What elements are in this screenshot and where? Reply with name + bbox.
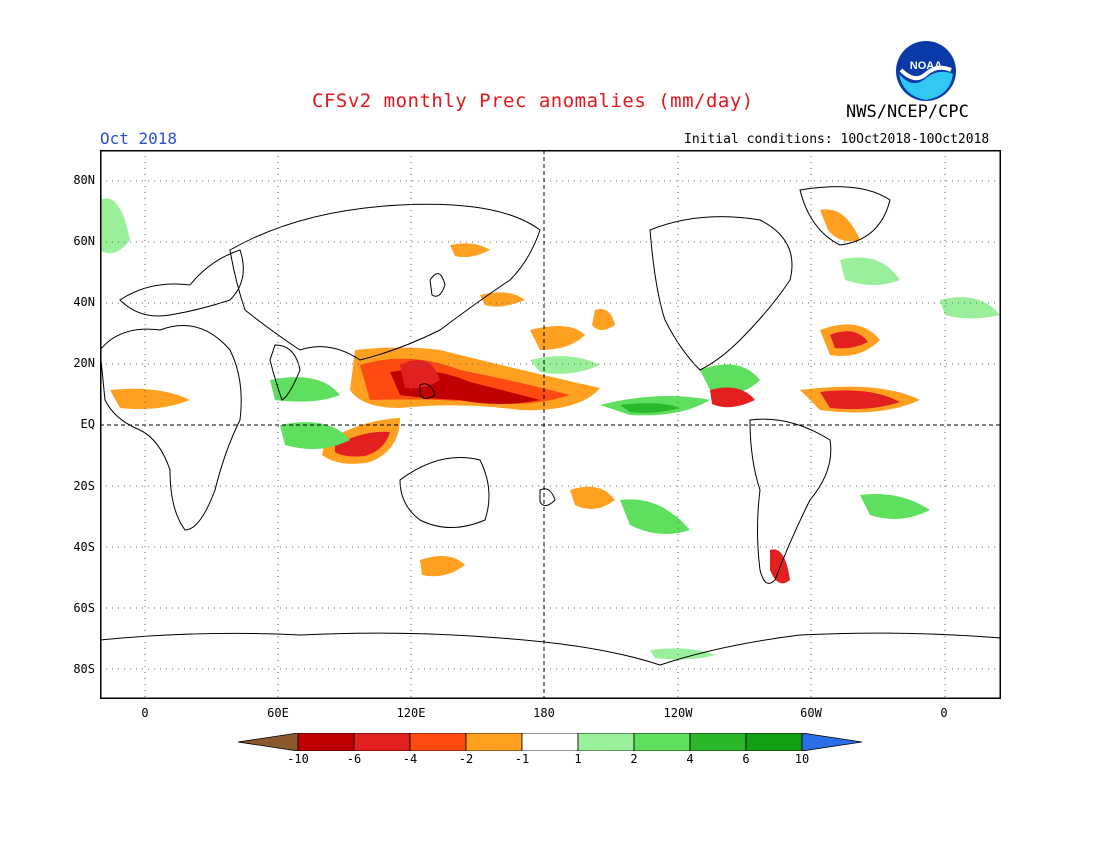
y-tick-label: 40S [73,540,95,554]
y-tick-label: 60N [73,234,95,248]
colorbar-segment [745,733,803,751]
chart-title: CFSv2 monthly Prec anomalies (mm/day) [312,90,754,112]
x-tick-label: 0 [940,706,948,720]
colorbar-segment [409,733,467,751]
map-frame [100,150,1001,699]
precip-anomaly-map [100,150,1001,699]
grid-lines [100,150,1001,699]
noaa-logo-icon: NOAA [896,41,956,101]
colorbar-label: -1 [514,752,530,766]
colorbar-segment [689,733,747,751]
y-tick-label: 20N [73,356,95,370]
y-tick-label: 60S [73,601,95,615]
colorbar-label: 6 [742,752,750,766]
colorbar-label: 10 [794,752,810,766]
colorbar [238,733,862,751]
colorbar-arrow-high [801,733,862,751]
x-tick-label: 0 [141,706,149,720]
colorbar-label: 1 [574,752,582,766]
x-tick-label: 60E [267,706,289,720]
noaa-logo-text: NOAA [910,60,942,72]
colorbar-segment [353,733,411,751]
colorbar-segment [633,733,691,751]
coastlines [100,186,1001,666]
colorbar-segment [577,733,635,751]
initial-conditions-label: Initial conditions: 10Oct2018-10Oct2018 [684,132,990,147]
x-tick-label: 120E [396,706,426,720]
month-label: Oct 2018 [100,129,178,148]
colorbar-arrow-low [238,733,299,751]
x-tick-label: 60W [800,706,822,720]
x-tick-label: 180 [533,706,555,720]
colorbar-label: -6 [346,752,362,766]
y-tick-label: EQ [80,417,95,431]
colorbar-label: 2 [630,752,638,766]
anomaly-shading [100,198,1000,660]
colorbar-label: -2 [458,752,474,766]
colorbar-label: 4 [686,752,694,766]
colorbar-segment [521,733,579,751]
colorbar-segment [465,733,523,751]
y-tick-label: 80S [73,662,95,676]
y-tick-label: 20S [73,479,95,493]
colorbar-label: -10 [287,752,309,766]
agency-label: NWS/NCEP/CPC [846,102,969,122]
x-tick-label: 120W [663,706,693,720]
colorbar-segment [297,733,355,751]
y-tick-label: 40N [73,295,95,309]
colorbar-label: -4 [402,752,418,766]
y-tick-label: 80N [73,173,95,187]
